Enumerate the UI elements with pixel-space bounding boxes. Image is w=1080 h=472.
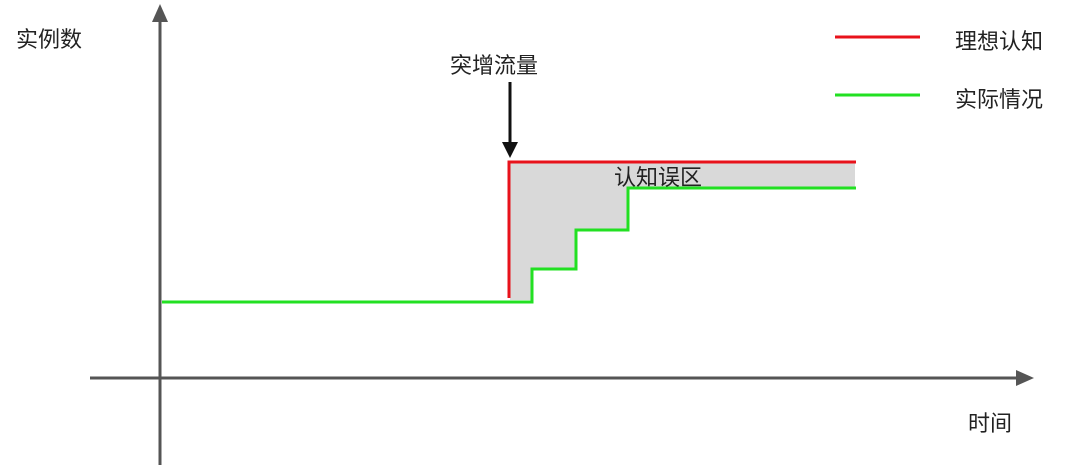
legend-actual-label: 实际情况 [955,88,1044,113]
surge-arrow [502,82,518,158]
gap-label: 认知误区 [614,166,703,191]
gap-area [510,162,855,300]
ideal-line [507,160,856,298]
x-axis [90,370,1034,386]
x-axis-label: 时间 [968,412,1013,437]
legend-ideal-label: 理想认知 [955,30,1044,55]
surge-label: 突增流量 [450,54,539,79]
y-axis [152,4,168,465]
actual-line [162,186,856,304]
y-axis-label: 实例数 [16,28,83,53]
